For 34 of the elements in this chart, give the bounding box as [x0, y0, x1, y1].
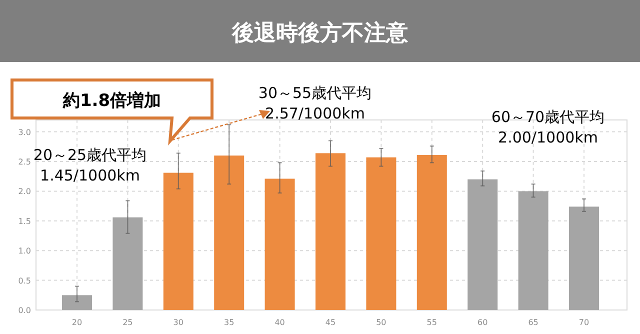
y-tick-label: 1.5	[18, 216, 31, 226]
x-tick-label: 55	[426, 318, 437, 327]
annotation: 60～70歳代平均 2.00/1000km	[491, 108, 605, 146]
x-tick-label: 65	[528, 318, 538, 327]
bar	[163, 172, 194, 310]
x-tick-label: 35	[224, 318, 234, 327]
x-tick-label: 20	[72, 318, 82, 327]
x-tick-label: 40	[274, 318, 285, 327]
bar	[468, 179, 498, 310]
y-tick-label: 2.0	[18, 187, 31, 196]
x-tick-label: 45	[325, 318, 336, 327]
bar	[366, 157, 396, 310]
bar	[62, 295, 92, 310]
bar	[518, 191, 548, 310]
bar	[214, 156, 244, 310]
text: 約1.8倍増加	[62, 90, 162, 111]
x-tick-label: 60	[478, 318, 488, 327]
x-tick-label: 30	[173, 318, 184, 327]
chart-title: 後退時後方不注意	[231, 20, 409, 46]
x-tick-label: 25	[122, 318, 133, 327]
y-tick-label: 2.5	[18, 158, 31, 166]
bar	[264, 178, 295, 310]
y-tick-label: 3.0	[18, 128, 31, 137]
y-tick-label: 1.0	[18, 246, 31, 256]
bar	[112, 217, 143, 310]
y-tick-label: 0.5	[18, 276, 31, 286]
y-tick-label: 0.0	[18, 306, 31, 315]
bar	[569, 206, 599, 310]
x-tick-label: 70	[578, 318, 590, 327]
bar	[316, 153, 346, 310]
bar	[416, 154, 447, 310]
annotation: 30～55歳代平均 2.57/1000km	[258, 84, 372, 122]
annotation: 20～25歳代平均 1.45/1000km	[33, 146, 147, 184]
x-tick-label: 50	[376, 318, 386, 327]
